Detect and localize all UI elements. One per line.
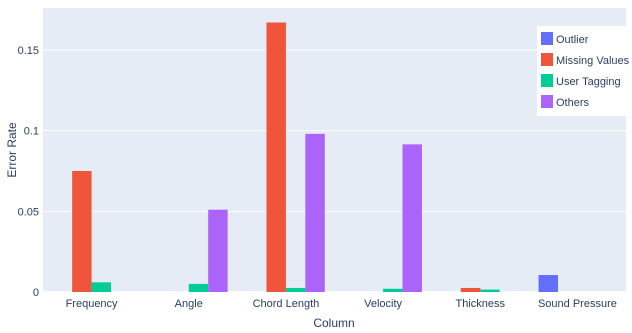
bar	[91, 282, 112, 292]
bar	[383, 288, 403, 292]
plot-background	[43, 8, 626, 292]
legend-label: Outlier	[556, 34, 589, 46]
bar	[480, 289, 500, 292]
legend-swatch	[541, 53, 553, 66]
legend-label: User Tagging	[556, 76, 621, 88]
bar	[538, 275, 558, 292]
y-axis-ticks: 0 0.05 0.1 0.15	[18, 45, 39, 299]
y-axis-title: Error Rate	[5, 122, 19, 178]
legend: Outlier Missing Values User Tagging Others	[537, 26, 631, 116]
bar	[266, 22, 286, 292]
legend-label: Missing Values	[556, 55, 630, 67]
y-tick-label: 0.05	[18, 206, 39, 218]
x-tick-label: Frequency	[66, 298, 118, 310]
bar	[402, 144, 422, 292]
bar	[285, 287, 306, 292]
bar	[460, 287, 481, 292]
bar	[188, 283, 209, 292]
bar	[208, 209, 228, 292]
x-tick-label: Chord Length	[253, 298, 320, 310]
bar	[305, 133, 325, 292]
x-tick-label: Velocity	[364, 298, 402, 310]
grid-lines	[43, 49, 626, 293]
y-tick-label: 0.1	[24, 126, 39, 138]
y-tick-label: 0.15	[18, 45, 39, 57]
x-axis-ticks: Frequency Angle Chord Length Velocity Thickn…	[66, 298, 617, 310]
legend-swatch	[541, 32, 553, 45]
y-tick-label: 0	[33, 287, 39, 299]
legend-swatch	[541, 95, 553, 108]
x-tick-label: Angle	[175, 298, 203, 310]
bar	[72, 170, 92, 292]
legend-label: Others	[556, 97, 590, 109]
x-axis-title: Column	[313, 316, 354, 330]
x-tick-label: Sound Pressure	[538, 298, 617, 310]
x-tick-label: Thickness	[455, 298, 505, 310]
bars	[72, 22, 558, 292]
legend-swatch	[541, 74, 553, 87]
